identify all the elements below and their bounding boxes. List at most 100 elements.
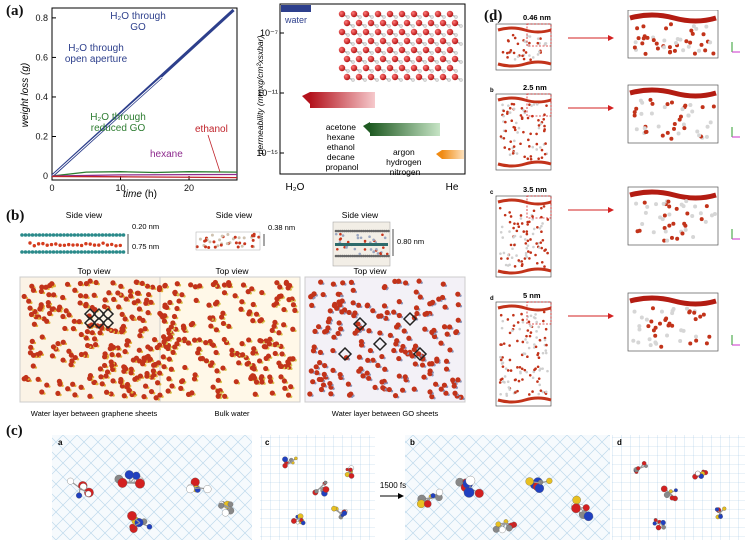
oxygen-atom	[379, 55, 387, 63]
c-sub-b: b	[410, 438, 415, 447]
dim-0.80: 0.80 nm	[397, 237, 424, 246]
perm-frame	[279, 3, 466, 175]
d-row-d: d 5 nm	[490, 291, 740, 407]
weight-loss-chart: 0 0.2 0.4 0.6 0.8 0 10 20 weight loss (g) time …	[20, 7, 238, 200]
atom	[341, 510, 348, 516]
atom	[348, 467, 353, 472]
atom	[583, 511, 594, 522]
ethanol-pointer	[207, 134, 221, 173]
atom	[300, 520, 306, 526]
perm-y-label: permeability (mmxg/cm²xsxbar)	[255, 36, 265, 156]
caption-graphene: Water layer between graphene sheets	[31, 409, 158, 418]
y-axis-label: weight loss (g)	[20, 63, 31, 127]
side-view-3: Side view	[342, 210, 379, 220]
atom	[636, 466, 641, 471]
atom	[641, 461, 647, 466]
oxygen-atom	[439, 19, 447, 27]
graphene-side-view	[20, 233, 126, 254]
go-side-view	[332, 221, 391, 267]
atom	[661, 525, 666, 530]
perm-ytick-2: 10⁻¹¹	[257, 88, 278, 98]
oxygen-atom	[338, 28, 346, 36]
d-spacing-label: 5 nm	[523, 291, 541, 300]
d-spacing-label: 3.5 nm	[523, 185, 547, 194]
x-axis-label: time (h)	[123, 189, 157, 200]
x-tick-label: 0	[49, 183, 54, 193]
oxygen-atom	[415, 55, 423, 63]
oxygen-atom	[451, 37, 459, 45]
oxygen-atom	[391, 55, 399, 63]
d-spacing-label: 0.46 nm	[523, 13, 551, 22]
atom	[423, 500, 432, 508]
oxygen-atom	[434, 64, 442, 72]
d-row-a: a 0.46 nm	[490, 10, 740, 71]
oxygen-atom	[367, 55, 375, 63]
oxygen-atom	[403, 37, 411, 45]
oxygen-atom	[362, 28, 370, 36]
atom	[673, 488, 678, 493]
atom	[227, 501, 234, 508]
oxygen-atom	[439, 37, 447, 45]
atom	[534, 483, 545, 493]
oxygen-atom	[343, 37, 351, 45]
oxygen-atom	[439, 73, 447, 81]
organics-list: acetone hexane ethanol decane propanol	[325, 122, 358, 172]
bulk-top-view	[161, 279, 299, 400]
panel-c-label: (c)	[6, 423, 23, 439]
atom	[474, 488, 484, 498]
water-label: water	[284, 15, 307, 25]
perm-ytick-3: 10⁻¹⁵	[257, 148, 279, 158]
oxygen-atom	[338, 10, 346, 18]
atom	[718, 514, 723, 519]
series-line-open-inner	[51, 76, 162, 177]
oxygen-atom	[398, 64, 406, 72]
oxygen-atom	[451, 73, 459, 81]
helium-bar	[442, 150, 464, 159]
water-bar	[281, 5, 311, 12]
organics-bar	[310, 92, 375, 108]
dim-0.38: 0.38 nm	[268, 223, 295, 232]
d-row-c: c 3.5 nm	[490, 185, 740, 278]
water-lattice-inset	[338, 10, 463, 82]
atom	[546, 477, 553, 484]
oxygen-atom	[439, 55, 447, 63]
atom	[663, 491, 670, 498]
atom	[135, 478, 145, 489]
atom	[644, 464, 648, 468]
atom	[660, 485, 668, 493]
panel-b-label: (b)	[6, 208, 25, 224]
atom	[505, 524, 513, 532]
oxygen-atom	[343, 55, 351, 63]
oxygen-atom	[434, 28, 442, 36]
caption-go: Water layer between GO sheets	[332, 409, 439, 418]
d-sub-label: d	[490, 296, 494, 302]
oxygen-atom	[410, 28, 418, 36]
atom	[653, 518, 658, 522]
panel-d-label: (d)	[484, 8, 503, 24]
y-tick-label: 0.2	[35, 132, 48, 142]
oxygen-atom	[362, 64, 370, 72]
oxygen-atom	[367, 73, 375, 81]
atom	[668, 489, 673, 494]
atom	[186, 484, 195, 494]
oxygen-atom	[398, 10, 406, 18]
oxygen-atom	[355, 19, 363, 27]
d-sub-label: a	[490, 18, 494, 24]
c-sub-c: c	[265, 438, 270, 447]
oxygen-atom	[403, 19, 411, 27]
oxygen-atom	[386, 10, 394, 18]
chart-a-frame	[51, 7, 238, 181]
oxygen-atom	[386, 46, 394, 54]
go-top-view	[307, 278, 465, 401]
gases-bar	[370, 123, 440, 136]
atom	[117, 478, 128, 488]
oxygen-atom	[422, 28, 430, 36]
oxygen-atom	[343, 73, 351, 81]
d-spacing-label: 2.5 nm	[523, 83, 547, 92]
oxygen-atom	[446, 28, 454, 36]
top-view-1: Top view	[77, 266, 111, 276]
side-view-1: Side view	[66, 210, 103, 220]
oxygen-atom	[367, 37, 375, 45]
series-line-2	[51, 171, 238, 177]
oxygen-atom	[410, 64, 418, 72]
